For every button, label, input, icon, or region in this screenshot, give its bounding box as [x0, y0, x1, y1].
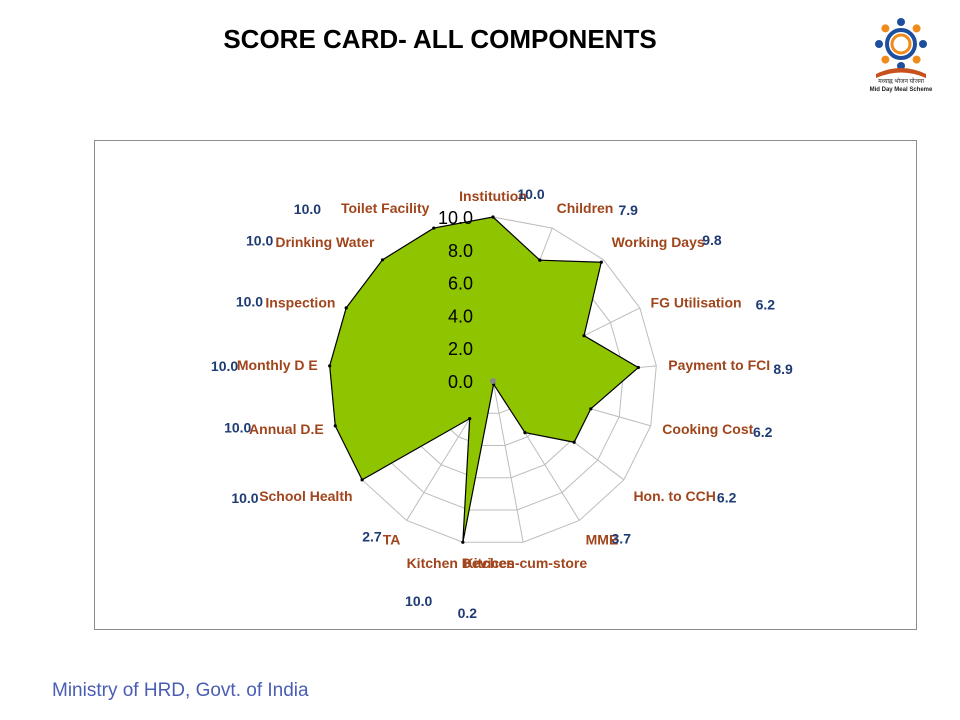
- axis-label: Kitchen Devices: [407, 555, 515, 571]
- axis-label: Children: [557, 200, 614, 216]
- axis-label: Kitchen-cum-store: [463, 555, 587, 571]
- logo-caption: मध्याह्न भोजन योजना Mid Day Meal Scheme: [850, 78, 952, 94]
- data-point: [572, 440, 576, 444]
- axis-label: Annual D.E: [249, 421, 324, 437]
- axis-label: Hon. to CCH: [633, 488, 715, 504]
- axis-label: FG Utilisation: [651, 295, 742, 311]
- value-label: 10.0: [224, 419, 251, 435]
- logo-caption-english: Mid Day Meal Scheme: [869, 87, 933, 93]
- radial-tick-label: 4.0: [448, 306, 473, 326]
- value-label: 0.2: [458, 605, 478, 621]
- value-label: 3.7: [612, 530, 632, 546]
- axis-label: MME: [586, 532, 619, 548]
- value-label: 10.0: [236, 293, 263, 309]
- data-point: [636, 365, 640, 370]
- axis-label: Inspection: [265, 295, 335, 311]
- value-label: 6.2: [717, 489, 737, 505]
- data-point: [468, 417, 472, 421]
- value-label: 10.0: [246, 233, 273, 249]
- value-label: 9.8: [702, 232, 722, 248]
- data-point: [328, 364, 332, 368]
- axis-label: School Health: [259, 488, 352, 504]
- data-point: [599, 260, 603, 264]
- slide-title: SCORE CARD- ALL COMPONENTS: [223, 24, 657, 54]
- grid-spoke: [492, 380, 524, 543]
- axis-label: Monthly D E: [237, 357, 318, 373]
- data-point: [538, 258, 542, 262]
- radial-tick-label: 0.0: [448, 372, 473, 392]
- data-point: [589, 407, 593, 411]
- data-point: [523, 430, 527, 435]
- data-point: [333, 424, 337, 428]
- logo-caption-hindi: मध्याह्न भोजन योजना: [878, 79, 924, 85]
- data-point: [432, 226, 436, 230]
- value-label: 6.2: [753, 424, 773, 440]
- radar-chart: 0.02.04.06.08.010.0Institution10.0Childr…: [211, 186, 793, 621]
- logo-book: [876, 68, 926, 78]
- radial-tick-label: 6.0: [448, 274, 473, 294]
- axis-label: Working Days: [612, 234, 705, 250]
- chart-frame: 0.0 2.0 4.0 6.0 8.0 10.0 Institution 10.0 Childr…: [94, 140, 917, 630]
- value-label: 2.7: [362, 529, 382, 545]
- value-label: 10.0: [231, 490, 258, 506]
- center-marker: [490, 378, 496, 384]
- radial-tick-label: 2.0: [448, 339, 473, 359]
- score-area: [329, 216, 640, 543]
- axis-label: Payment to FCI: [668, 357, 770, 373]
- axis-label: Toilet Facility: [341, 200, 430, 216]
- data-point: [461, 540, 465, 544]
- data-point: [360, 478, 364, 482]
- value-label: 7.9: [618, 202, 638, 218]
- axis-label: Cooking Cost: [662, 421, 753, 437]
- value-label: 10.0: [294, 201, 321, 217]
- data-point: [582, 334, 586, 338]
- data-point: [344, 306, 348, 310]
- logo-ring: [875, 18, 927, 70]
- axis-label: Institution: [459, 188, 527, 204]
- axis-label: TA: [383, 532, 401, 548]
- mdm-logo: [875, 18, 927, 78]
- value-label: 10.0: [211, 358, 238, 374]
- footer-text: Ministry of HRD, Govt. of India: [52, 680, 309, 701]
- value-label: 6.2: [756, 296, 776, 312]
- value-label: 8.9: [773, 361, 793, 377]
- value-label: 10.0: [405, 593, 432, 609]
- data-point: [491, 215, 495, 219]
- value-label: 10.0: [517, 186, 544, 202]
- axis-label: Drinking Water: [275, 234, 375, 250]
- data-point: [380, 258, 385, 262]
- radial-tick-label: 8.0: [448, 241, 473, 261]
- radial-tick-label: 10.0: [438, 208, 473, 228]
